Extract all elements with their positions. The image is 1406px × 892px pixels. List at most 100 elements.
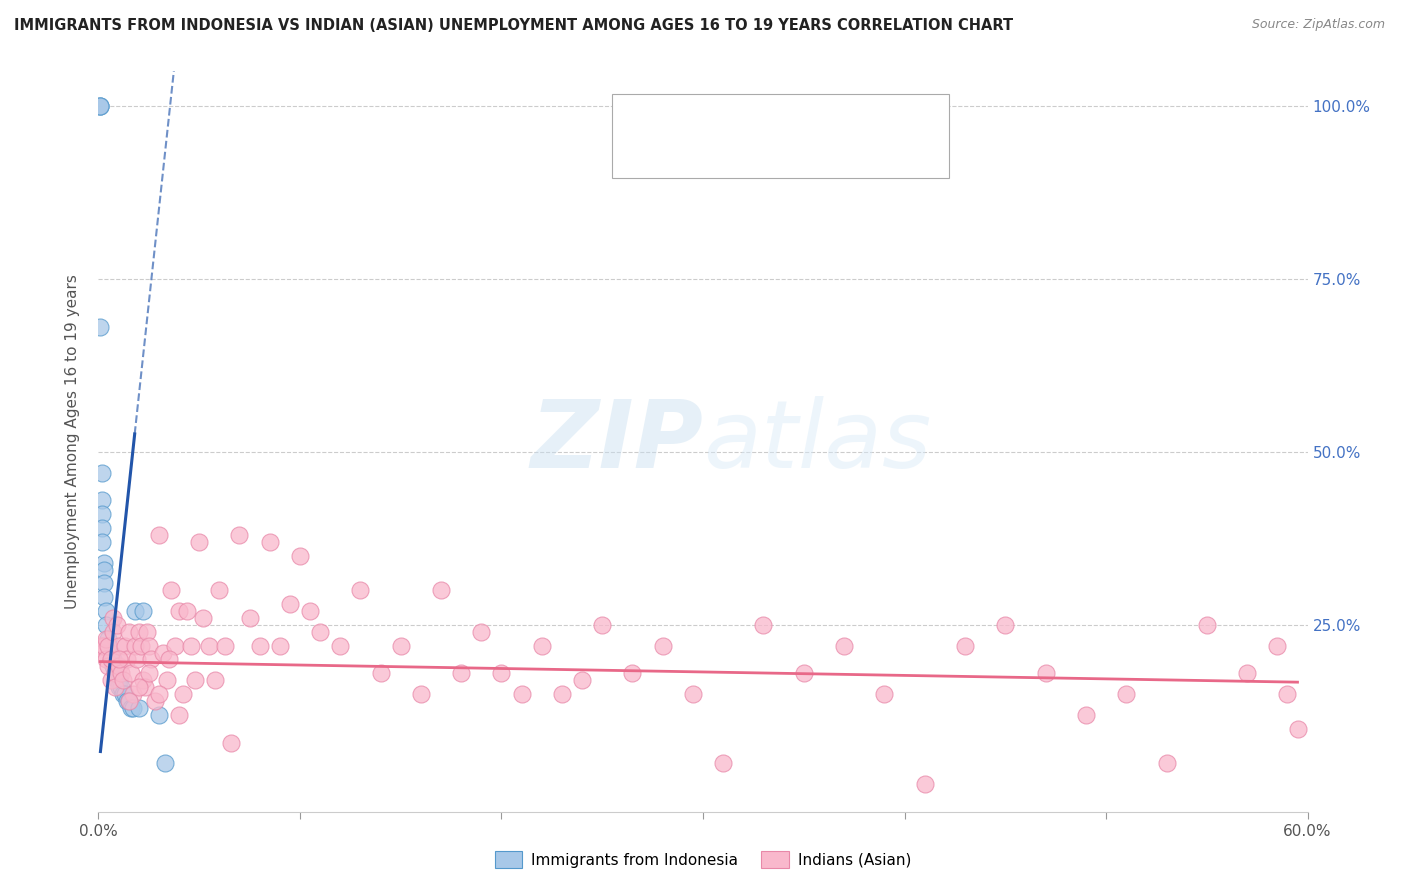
- Point: [994, 618, 1017, 632]
- Point: [89, 99, 111, 113]
- Point: [91, 639, 114, 653]
- Point: [96, 604, 118, 618]
- Point: [1267, 639, 1289, 653]
- Point: [143, 694, 166, 708]
- Point: [370, 666, 392, 681]
- Point: [93, 556, 115, 570]
- Point: [135, 624, 157, 639]
- Point: [176, 604, 198, 618]
- Point: [89, 99, 111, 113]
- Point: [239, 611, 262, 625]
- Point: [198, 639, 221, 653]
- Point: [114, 687, 136, 701]
- Point: [118, 624, 141, 639]
- Point: [1195, 618, 1218, 632]
- Y-axis label: Unemployment Among Ages 16 to 19 years: Unemployment Among Ages 16 to 19 years: [65, 274, 80, 609]
- Point: [103, 659, 125, 673]
- Point: [91, 521, 114, 535]
- Point: [329, 639, 352, 653]
- Point: [873, 687, 896, 701]
- Point: [101, 652, 124, 666]
- Point: [510, 687, 533, 701]
- Point: [953, 639, 976, 653]
- Point: [107, 652, 129, 666]
- Point: [752, 618, 775, 632]
- Point: [124, 604, 146, 618]
- Point: [105, 618, 128, 632]
- Point: [96, 632, 118, 646]
- Point: [121, 701, 143, 715]
- Point: [1115, 687, 1137, 701]
- Point: [101, 624, 124, 639]
- Point: [180, 639, 202, 653]
- Point: [101, 659, 124, 673]
- Point: [389, 639, 412, 653]
- Point: [96, 618, 118, 632]
- Point: [103, 680, 125, 694]
- Point: [134, 680, 156, 694]
- Legend: Immigrants from Indonesia, Indians (Asian): Immigrants from Indonesia, Indians (Asia…: [488, 845, 918, 874]
- Text: Source: ZipAtlas.com: Source: ZipAtlas.com: [1251, 18, 1385, 31]
- Point: [107, 673, 129, 688]
- Point: [120, 666, 142, 681]
- Point: [107, 680, 129, 694]
- Point: [208, 583, 231, 598]
- Point: [152, 646, 174, 660]
- Point: [114, 639, 136, 653]
- Point: [1156, 756, 1178, 771]
- Point: [914, 777, 936, 791]
- Point: [163, 639, 186, 653]
- Point: [1277, 687, 1299, 701]
- Point: [571, 673, 593, 688]
- Point: [91, 466, 114, 480]
- Point: [1074, 707, 1097, 722]
- Point: [91, 507, 114, 521]
- Point: [103, 666, 125, 681]
- Point: [118, 694, 141, 708]
- Point: [89, 99, 111, 113]
- Point: [184, 673, 207, 688]
- Point: [228, 528, 250, 542]
- Point: [269, 639, 291, 653]
- Point: [110, 680, 132, 694]
- Point: [121, 687, 143, 701]
- Point: [1236, 666, 1258, 681]
- Point: [93, 563, 115, 577]
- Point: [97, 632, 120, 646]
- Point: [101, 611, 124, 625]
- Point: [299, 604, 322, 618]
- Point: [93, 639, 115, 653]
- Point: [100, 673, 122, 688]
- Point: [138, 666, 160, 681]
- Point: [100, 646, 122, 660]
- Point: [167, 604, 190, 618]
- Text: ZIP: ZIP: [530, 395, 703, 488]
- Point: [110, 666, 132, 681]
- Point: [711, 756, 734, 771]
- Point: [832, 639, 855, 653]
- Point: [193, 611, 215, 625]
- Point: [188, 534, 211, 549]
- Point: [1035, 666, 1057, 681]
- Point: [172, 687, 194, 701]
- Point: [204, 673, 226, 688]
- Text: R = -0.082   N = 101: R = -0.082 N = 101: [679, 145, 852, 163]
- Point: [221, 735, 243, 749]
- Point: [621, 666, 644, 681]
- Point: [491, 666, 513, 681]
- Point: [551, 687, 574, 701]
- Point: [103, 666, 125, 681]
- Point: [128, 680, 150, 694]
- Point: [470, 624, 492, 639]
- Point: [450, 666, 472, 681]
- Point: [97, 639, 120, 653]
- Point: [288, 549, 311, 563]
- Point: [148, 528, 170, 542]
- Point: [167, 707, 190, 722]
- Point: [249, 639, 271, 653]
- Point: [682, 687, 704, 701]
- Point: [148, 707, 170, 722]
- Point: [591, 618, 613, 632]
- Text: IMMIGRANTS FROM INDONESIA VS INDIAN (ASIAN) UNEMPLOYMENT AMONG AGES 16 TO 19 YEA: IMMIGRANTS FROM INDONESIA VS INDIAN (ASI…: [14, 18, 1014, 33]
- Point: [651, 639, 673, 653]
